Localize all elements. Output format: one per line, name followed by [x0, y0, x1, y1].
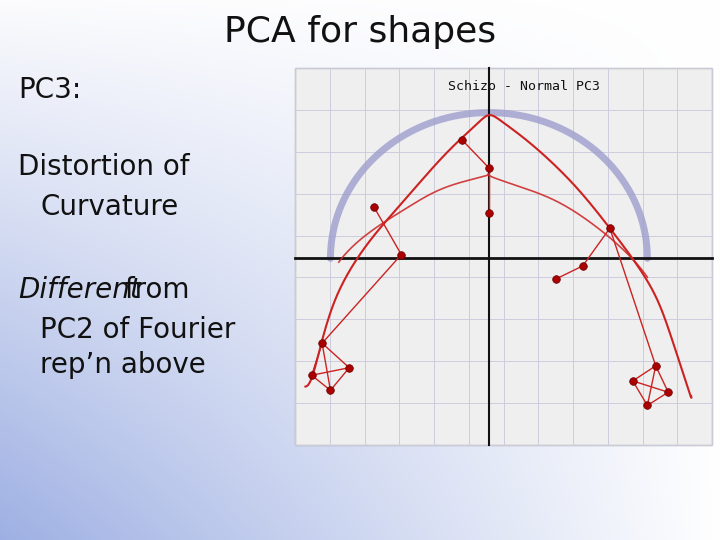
Text: Different: Different: [18, 276, 140, 304]
Text: Schizo - Normal PC3: Schizo - Normal PC3: [449, 80, 600, 93]
Bar: [295, 68, 712, 445]
Text: from: from: [116, 276, 189, 304]
Text: rep’n above: rep’n above: [40, 351, 206, 379]
Text: Curvature: Curvature: [40, 193, 179, 221]
Text: PCA for shapes: PCA for shapes: [224, 15, 496, 49]
Text: PC3:: PC3:: [18, 76, 81, 104]
Text: PC2 of Fourier: PC2 of Fourier: [40, 316, 235, 344]
Text: Distortion of: Distortion of: [18, 153, 189, 181]
